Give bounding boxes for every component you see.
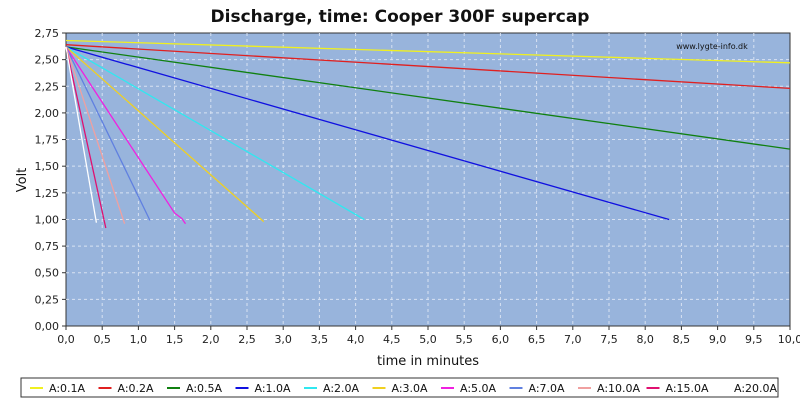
x-tick-label: 9,0 xyxy=(709,333,727,346)
x-tick-label: 0,0 xyxy=(57,333,75,346)
legend-entry: A:10.0A xyxy=(597,382,641,395)
x-tick-label: 1,0 xyxy=(130,333,148,346)
x-tick-label: 5,5 xyxy=(455,333,473,346)
legend-entry: A:15.0A xyxy=(666,382,710,395)
y-axis-ticks: 0,00 0,25 0,50 0,75 1,00 1,25 1,50 1,75 2,00 2,25… xyxy=(35,27,66,333)
x-tick-label: 8,5 xyxy=(673,333,691,346)
x-tick-label: 7,5 xyxy=(600,333,618,346)
x-tick-label: 9,5 xyxy=(745,333,763,346)
legend-entry: A:7.0A xyxy=(529,382,566,395)
y-tick-label: 2,75 xyxy=(35,27,60,40)
series-line xyxy=(65,46,126,224)
x-tick-label: 1,5 xyxy=(166,333,184,346)
series-line xyxy=(65,39,791,64)
series-line xyxy=(65,46,265,223)
watermark: www.lygte-info.dk xyxy=(676,42,748,51)
y-tick-label: 0,00 xyxy=(35,320,60,333)
legend-entry: A:0.2A xyxy=(118,382,155,395)
y-tick-label: 1,50 xyxy=(35,160,60,173)
y-axis-label: Volt xyxy=(15,168,30,193)
series-line xyxy=(65,46,98,223)
legend-entry: A:2.0A xyxy=(323,382,360,395)
legend-entry: A:3.0A xyxy=(392,382,429,395)
series-line xyxy=(65,46,187,225)
x-tick-label: 6,0 xyxy=(492,333,510,346)
series-line xyxy=(65,46,107,229)
series-line xyxy=(65,44,791,90)
x-tick-label: 2,5 xyxy=(238,333,256,346)
series-line xyxy=(65,46,670,221)
x-tick-label: 6,5 xyxy=(528,333,546,346)
series-line xyxy=(65,46,151,221)
grid-lines xyxy=(66,33,790,326)
legend-entry: A:0.5A xyxy=(186,382,223,395)
series-line xyxy=(65,46,365,221)
x-tick-label: 3,0 xyxy=(274,333,292,346)
x-tick-label: 2,0 xyxy=(202,333,220,346)
y-tick-label: 2,00 xyxy=(35,107,60,120)
y-tick-label: 1,00 xyxy=(35,213,60,226)
series-lines xyxy=(65,39,791,229)
y-tick-label: 2,25 xyxy=(35,80,60,93)
chart-title: Discharge, time: Cooper 300F supercap xyxy=(211,7,590,27)
legend-box xyxy=(20,377,779,398)
x-tick-label: 10,0 xyxy=(778,333,800,346)
x-tick-label: 0,5 xyxy=(93,333,111,346)
y-tick-label: 2,50 xyxy=(35,54,60,67)
y-tick-label: 0,25 xyxy=(35,293,60,306)
y-tick-label: 0,75 xyxy=(35,240,60,253)
legend-entry: A:1.0A xyxy=(255,382,292,395)
series-line xyxy=(65,46,791,150)
x-axis-label: time in minutes xyxy=(377,354,479,369)
legend-entry: A:20.0A xyxy=(734,382,778,395)
x-tick-label: 5,0 xyxy=(419,333,437,346)
x-tick-label: 4,5 xyxy=(383,333,401,346)
x-tick-label: 7,0 xyxy=(564,333,582,346)
y-tick-label: 1,25 xyxy=(35,187,60,200)
x-tick-label: 4,0 xyxy=(347,333,365,346)
x-axis-ticks: 0,0 0,5 1,0 1,5 2,0 2,5 3,0 3,5 4,0 4,5 5,0 5,5 6,0 6… xyxy=(57,326,800,346)
legend-entry: A:5.0A xyxy=(460,382,497,395)
legend-entry: A:0.1A xyxy=(49,382,86,395)
x-tick-label: 8,0 xyxy=(636,333,654,346)
legend: A:0.1A A:0.2A A:0.5A A:1.0A A:2.0A A:3.0A A:5.… xyxy=(30,382,778,395)
y-tick-label: 1,75 xyxy=(35,134,60,147)
x-tick-label: 3,5 xyxy=(311,333,329,346)
y-tick-label: 0,50 xyxy=(35,267,60,280)
